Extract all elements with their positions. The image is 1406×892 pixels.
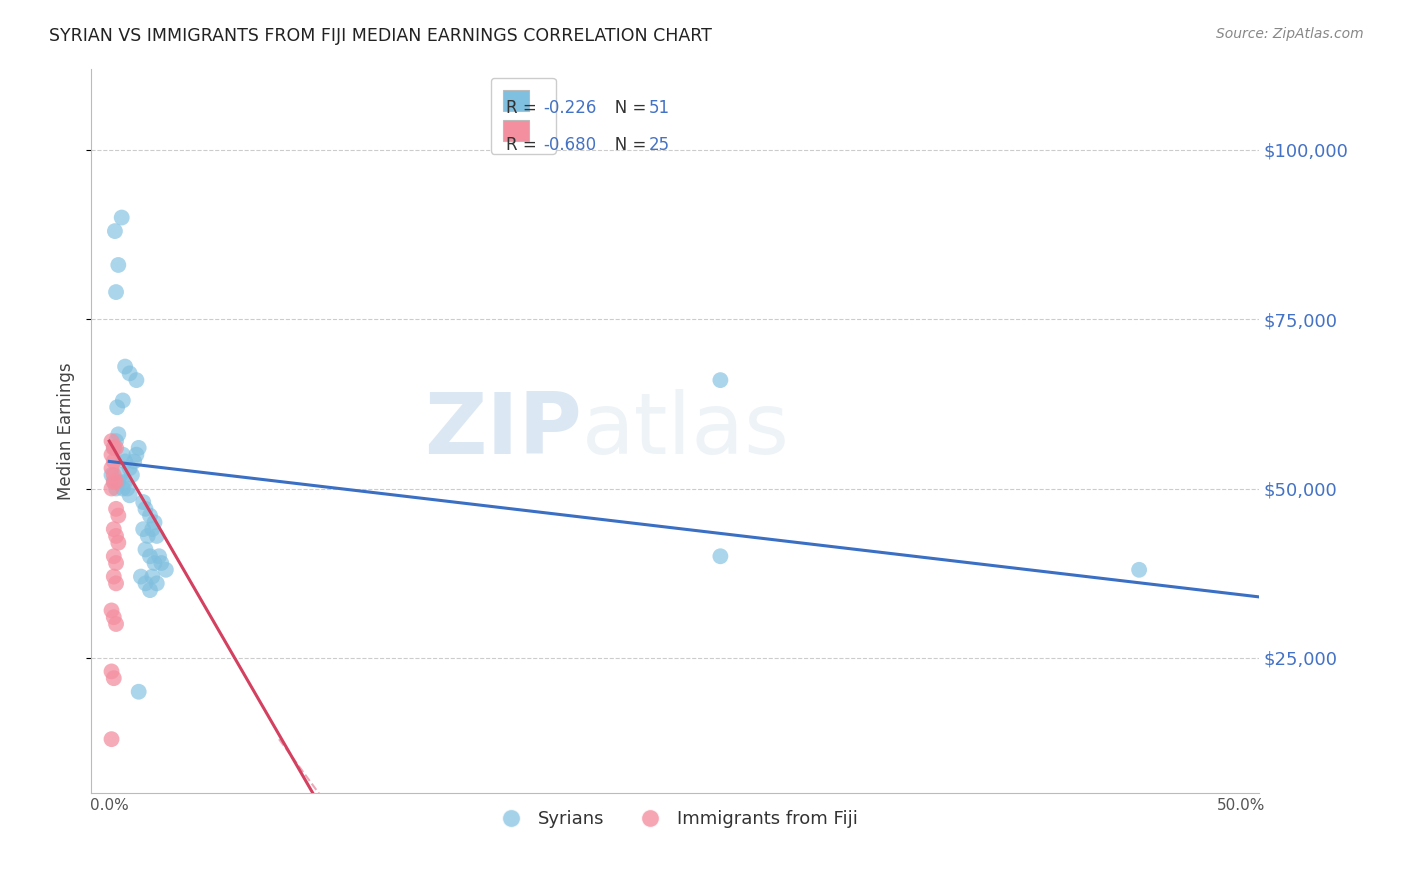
Point [709, 373, 731, 387]
Point [103, 441, 125, 455]
Point [111, 211, 134, 225]
Point [103, 467, 125, 482]
Point [105, 401, 128, 415]
Point [110, 467, 132, 482]
Text: ZIP: ZIP [425, 390, 582, 473]
Point [103, 441, 125, 455]
Point [105, 475, 128, 489]
Text: -0.680: -0.680 [543, 136, 596, 153]
Text: R =: R = [506, 99, 541, 118]
Point [139, 549, 162, 564]
Point [132, 522, 155, 536]
Point [143, 556, 166, 570]
Point [103, 549, 125, 564]
Point [100, 732, 122, 747]
Point [105, 285, 128, 299]
Point [128, 441, 150, 455]
Text: atlas: atlas [582, 390, 790, 473]
Point [100, 448, 122, 462]
Point [100, 603, 122, 617]
Point [118, 488, 141, 502]
Point [103, 671, 125, 685]
Text: R =: R = [506, 136, 541, 153]
Text: 25: 25 [648, 136, 669, 153]
Legend: Syrians, Immigrants from Fiji: Syrians, Immigrants from Fiji [485, 803, 865, 835]
Text: N =: N = [599, 136, 652, 153]
Point [105, 556, 128, 570]
Text: 51: 51 [648, 99, 669, 118]
Point [105, 529, 128, 543]
Point [107, 475, 129, 489]
Point [709, 549, 731, 564]
Point [114, 475, 136, 489]
Point [103, 475, 125, 489]
Point [125, 373, 148, 387]
Point [104, 224, 127, 238]
Point [148, 549, 170, 564]
Point [107, 258, 129, 272]
Point [105, 434, 128, 449]
Point [103, 569, 125, 583]
Point [136, 529, 159, 543]
Point [146, 576, 169, 591]
Point [100, 482, 122, 496]
Point [128, 684, 150, 698]
Point [100, 434, 122, 449]
Point [105, 576, 128, 591]
Point [134, 501, 156, 516]
Point [107, 535, 129, 549]
Point [103, 610, 125, 624]
Point [141, 522, 163, 536]
Point [107, 427, 129, 442]
Point [139, 508, 162, 523]
Point [118, 461, 141, 475]
Y-axis label: Median Earnings: Median Earnings [58, 362, 75, 500]
Point [100, 461, 122, 475]
Point [129, 569, 152, 583]
Point [103, 522, 125, 536]
Point [155, 563, 177, 577]
Point [100, 467, 122, 482]
Point [122, 454, 145, 468]
Point [103, 475, 125, 489]
Point [105, 501, 128, 516]
Point [134, 576, 156, 591]
Point [1128, 563, 1150, 577]
Point [103, 454, 125, 468]
Point [111, 448, 134, 462]
Point [125, 448, 148, 462]
Text: Source: ZipAtlas.com: Source: ZipAtlas.com [1216, 27, 1364, 41]
Point [146, 529, 169, 543]
Point [105, 617, 128, 632]
Point [132, 495, 155, 509]
Point [121, 467, 143, 482]
Point [100, 665, 122, 679]
Point [114, 454, 136, 468]
Point [111, 482, 134, 496]
Point [117, 482, 139, 496]
Text: SYRIAN VS IMMIGRANTS FROM FIJI MEDIAN EARNINGS CORRELATION CHART: SYRIAN VS IMMIGRANTS FROM FIJI MEDIAN EA… [49, 27, 711, 45]
Point [118, 367, 141, 381]
Text: -0.226: -0.226 [543, 99, 596, 118]
Point [134, 542, 156, 557]
Point [105, 482, 128, 496]
Text: N =: N = [599, 99, 652, 118]
Point [105, 441, 128, 455]
Point [150, 556, 173, 570]
Point [141, 569, 163, 583]
Point [143, 516, 166, 530]
Point [111, 393, 134, 408]
Point [107, 508, 129, 523]
Point [139, 583, 162, 598]
Point [114, 359, 136, 374]
